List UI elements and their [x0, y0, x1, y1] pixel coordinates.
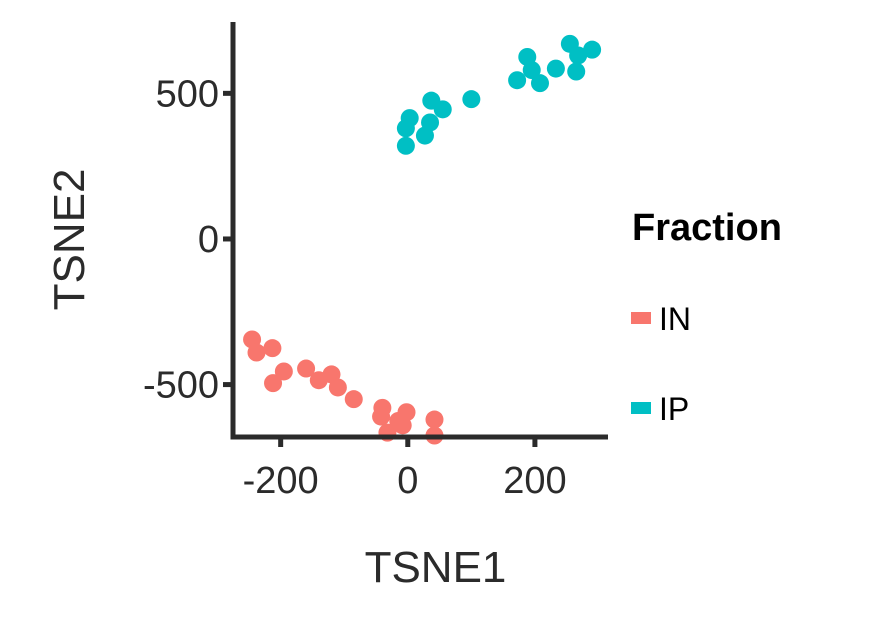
- legend-key-ip: [631, 402, 651, 414]
- x-tick-label: 200: [503, 460, 566, 502]
- point-in: [264, 374, 283, 393]
- point-in: [372, 407, 391, 426]
- point-ip: [508, 71, 527, 90]
- y-tick-label: -500: [143, 365, 219, 407]
- plot-area: -200 0 200 -500 0 500: [143, 22, 608, 502]
- point-ip: [421, 113, 440, 132]
- legend-key-in: [631, 312, 651, 324]
- point-in: [247, 343, 266, 362]
- point-ip: [569, 46, 588, 65]
- x-axis-ticks: -200 0 200: [243, 437, 567, 502]
- y-axis-ticks: -500 0 500: [143, 73, 233, 407]
- point-in: [274, 362, 293, 381]
- point-ip: [396, 136, 415, 155]
- point-in: [328, 378, 347, 397]
- point-ip: [567, 62, 586, 81]
- x-tick-label: -200: [243, 460, 319, 502]
- y-axis-title: TSNE2: [45, 169, 94, 311]
- point-ip: [462, 90, 481, 109]
- point-ip: [583, 40, 602, 59]
- point-in: [397, 403, 416, 422]
- point-ip: [546, 59, 565, 78]
- point-ip: [530, 74, 549, 93]
- y-tick-label: 500: [156, 73, 219, 115]
- point-in: [263, 339, 282, 358]
- x-tick-label: 0: [397, 460, 418, 502]
- point-in: [297, 359, 316, 378]
- point-in: [344, 390, 363, 409]
- legend-label-in: IN: [659, 301, 691, 337]
- y-tick-label: 0: [198, 219, 219, 261]
- points-layer: [243, 34, 602, 445]
- legend: Fraction IN IP: [631, 207, 782, 427]
- point-ip: [433, 100, 452, 119]
- point-ip: [400, 109, 419, 128]
- legend-title: Fraction: [632, 207, 782, 249]
- point-in: [425, 410, 444, 429]
- legend-label-ip: IP: [659, 391, 689, 427]
- x-axis-title: TSNE1: [365, 543, 507, 592]
- point-ip: [522, 61, 541, 80]
